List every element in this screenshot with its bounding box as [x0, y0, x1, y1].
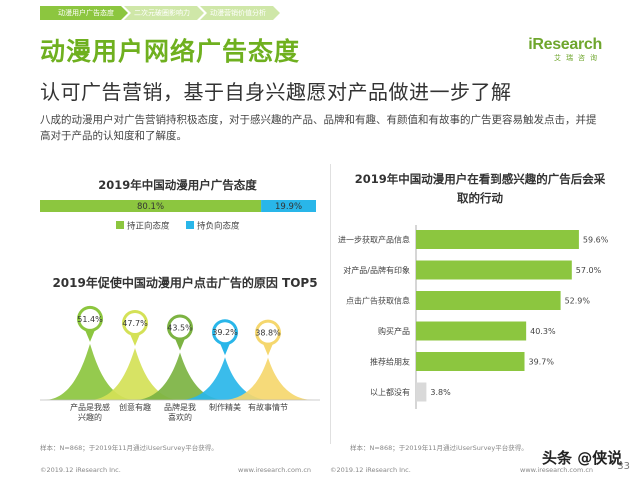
- page-number: 33: [617, 461, 630, 472]
- reason-area: [89, 347, 181, 400]
- watermark: 头条 @侠说: [542, 449, 623, 467]
- page-title: 动漫用户网络广告态度: [40, 37, 301, 66]
- actions-data-label: 40.3%: [530, 327, 556, 336]
- reason-category-label: 产品是我感: [70, 402, 110, 412]
- actions-bar: [416, 321, 527, 341]
- reason-category-label: 喜欢的: [168, 412, 192, 422]
- reason-pin-inner: [125, 312, 145, 333]
- breadcrumb-item-acg-influence[interactable]: 二次元破圈影响力: [124, 6, 204, 20]
- iresearch-logo: iResearch 艾瑞咨询: [528, 36, 602, 63]
- attitude-bar-segment: [40, 200, 262, 212]
- column-divider: [330, 164, 331, 444]
- reason-pin-tail: [130, 333, 140, 346]
- reason-pin-inner: [170, 317, 190, 338]
- actions-category-label: 以上都没有: [370, 387, 410, 397]
- reason-data-label: 47.7%: [122, 319, 148, 328]
- reason-pin-tail: [85, 329, 95, 342]
- reason-category-label: 品牌是我: [164, 402, 196, 412]
- legend-swatch: [186, 221, 194, 229]
- actions-bar: [416, 260, 572, 280]
- reason-pin-tail: [175, 338, 185, 351]
- page-subtitle: 认可广告营销，基于自身兴趣愿对产品做进一步了解: [40, 80, 512, 104]
- reason-area: [179, 357, 271, 400]
- breadcrumb: 动漫用户广告态度 二次元破圈影响力 动漫营销价值分析: [40, 6, 276, 20]
- footer-copyright-mid: ©2019.12 iResearch Inc.: [330, 466, 411, 474]
- attitude-chart: 80.1% 19.9% 持正向态度 持负向态度: [40, 200, 316, 232]
- actions-bar: [416, 291, 561, 310]
- actions-category-label: 进一步获取产品信息: [338, 235, 410, 245]
- actions-category-label: 对产品/品牌有印象: [343, 265, 410, 275]
- actions-category-label: 点击广告获取信息: [346, 296, 410, 306]
- reason-data-label: 43.5%: [167, 324, 193, 333]
- reason-area: [222, 357, 314, 400]
- footer-copyright-left: ©2019.12 iResearch Inc.: [40, 466, 121, 474]
- attitude-bar-segment: [261, 200, 316, 212]
- reason-category-label: 有故事情节: [248, 402, 288, 412]
- reason-pin-tail: [220, 343, 230, 356]
- attitude-data-label: 80.1%: [137, 202, 164, 212]
- legend-label: 持正向态度: [127, 221, 170, 232]
- reason-data-label: 38.8%: [255, 329, 281, 338]
- actions-category-label: 购买产品: [378, 326, 410, 336]
- footnote-left: 样本：N=868；于2019年11月通过iUserSurvey平台获得。: [40, 444, 218, 452]
- actions-data-label: 52.9%: [565, 297, 591, 306]
- actions-chart-title: 2019年中国动漫用户在看到感兴趣的广告后会采取的行动: [354, 172, 606, 205]
- actions-bar: [416, 352, 525, 371]
- page-description: 八成的动漫用户对广告营销持积极态度，对于感兴趣的产品、品牌和有趣、有颜值和有故事…: [40, 114, 597, 142]
- attitude-data-label: 19.9%: [275, 202, 302, 212]
- logo-chinese-name: 艾瑞咨询: [554, 54, 602, 62]
- reason-data-label: 51.4%: [77, 315, 103, 324]
- reason-pin-inner: [80, 308, 100, 329]
- actions-data-label: 3.8%: [430, 388, 451, 397]
- reason-pin-inner: [258, 322, 278, 343]
- legend-swatch: [116, 221, 124, 229]
- footer-url-right[interactable]: www.iresearch.com.cn: [520, 466, 594, 474]
- legend-label: 持负向态度: [197, 221, 240, 232]
- reason-category-label: 兴趣的: [78, 412, 102, 422]
- reason-category-label: 创意有趣: [119, 402, 151, 412]
- breadcrumb-item-ad-attitude[interactable]: 动漫用户广告态度: [40, 6, 128, 20]
- reason-data-label: 39.2%: [212, 328, 238, 337]
- actions-data-label: 57.0%: [576, 266, 602, 275]
- actions-bar: [416, 382, 427, 402]
- actions-data-label: 39.7%: [529, 358, 555, 367]
- actions-category-label: 推荐给朋友: [370, 357, 410, 367]
- reason-area: [134, 352, 226, 400]
- reason-area: [44, 343, 136, 400]
- logo-wordmark: iResearch: [528, 36, 602, 53]
- actions-chart: 进一步获取产品信息 59.6% 对产品/品牌有印象 57.0% 点击广告获取信息 52.9…: [338, 225, 609, 409]
- reason-pin-tail: [263, 343, 273, 356]
- reasons-chart-title: 2019年促使中国动漫用户点击广告的原因 TOP5: [52, 276, 318, 290]
- attitude-chart-title: 2019年中国动漫用户广告态度: [98, 178, 257, 192]
- footnote-right: 样本：N=868；于2019年11月通过iUserSurvey平台获得。: [350, 444, 528, 452]
- actions-bar: [416, 230, 579, 249]
- reason-pin-inner: [215, 322, 235, 343]
- actions-data-label: 59.6%: [583, 236, 609, 245]
- reason-category-label: 制作精美: [209, 402, 241, 412]
- footer-url-mid[interactable]: www.iresearch.com.cn: [238, 466, 312, 474]
- breadcrumb-item-marketing-value[interactable]: 动漫营销价值分析: [200, 6, 280, 20]
